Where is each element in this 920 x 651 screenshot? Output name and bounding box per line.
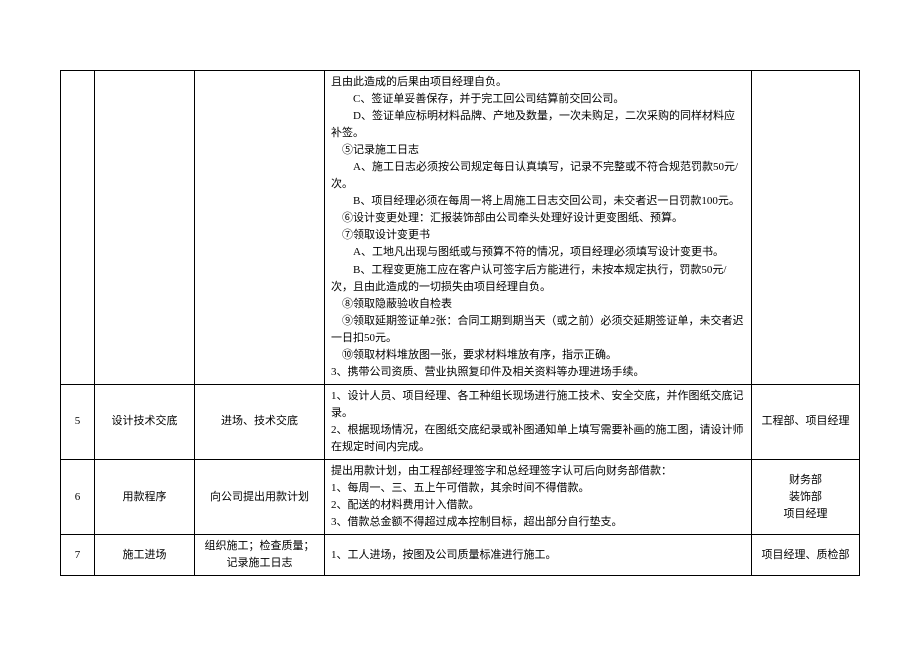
detail-line: B、项目经理必须在每周一将上周施工日志交回公司，未交者迟一日罚款100元。 — [331, 193, 745, 210]
detail-content: 1、工人进场，按图及公司质量标准进行施工。 — [325, 535, 752, 576]
detail-line: 1、工人进场，按图及公司质量标准进行施工。 — [331, 547, 745, 564]
detail-line: 提出用款计划，由工程部经理签字和总经理签字认可后向财务部借款： — [331, 463, 745, 480]
detail-line: 3、携带公司资质、营业执照复印件及相关资料等办理进场手续。 — [331, 364, 745, 381]
row-index: 7 — [61, 535, 95, 576]
step-name: 设计技术交底 — [95, 384, 195, 459]
row-index: 5 — [61, 384, 95, 459]
owner — [752, 71, 860, 385]
detail-content: 且由此造成的后果由项目经理自负。 C、签证单妥善保存，并于完工回公司结算前交回公… — [325, 71, 752, 385]
detail-line: A、工地凡出现与图纸或与预算不符的情况，项目经理必须填写设计变更书。 — [331, 244, 745, 261]
table-row: 6用款程序向公司提出用款计划提出用款计划，由工程部经理签字和总经理签字认可后向财… — [61, 460, 860, 535]
process-table: 且由此造成的后果由项目经理自负。 C、签证单妥善保存，并于完工回公司结算前交回公… — [60, 70, 860, 576]
detail-line: ⑧领取隐蔽验收自检表 — [331, 296, 745, 313]
detail-line: C、签证单妥善保存，并于完工回公司结算前交回公司。 — [331, 91, 745, 108]
task-description — [195, 71, 325, 385]
detail-content: 1、设计人员、项目经理、各工种组长现场进行施工技术、安全交底，并作图纸交底记录。… — [325, 384, 752, 459]
detail-line: 3、借款总金额不得超过成本控制目标，超出部分自行垫支。 — [331, 514, 745, 531]
row-index — [61, 71, 95, 385]
detail-line: B、工程变更施工应在客户认可签字后方能进行，未按本规定执行，罚款50元/次，且由… — [331, 262, 745, 296]
detail-line: 1、设计人员、项目经理、各工种组长现场进行施工技术、安全交底，并作图纸交底记录。 — [331, 388, 745, 422]
detail-line: ⑩领取材料堆放图一张，要求材料堆放有序，指示正确。 — [331, 347, 745, 364]
step-name: 施工进场 — [95, 535, 195, 576]
table-row: 7施工进场组织施工；检查质量；记录施工日志 1、工人进场，按图及公司质量标准进行施… — [61, 535, 860, 576]
detail-line: A、施工日志必须按公司规定每日认真填写，记录不完整或不符合规范罚款50元/次。 — [331, 159, 745, 193]
owner: 财务部装饰部项目经理 — [752, 460, 860, 535]
detail-line: 2、根据现场情况，在图纸交底纪录或补图通知单上填写需要补画的施工图，请设计师在规… — [331, 422, 745, 456]
task-description: 向公司提出用款计划 — [195, 460, 325, 535]
detail-line: 1、每周一、三、五上午可借款，其余时间不得借款。 — [331, 480, 745, 497]
table-row: 且由此造成的后果由项目经理自负。 C、签证单妥善保存，并于完工回公司结算前交回公… — [61, 71, 860, 385]
detail-line: ⑨领取延期签证单2张：合同工期到期当天（或之前）必须交延期签证单，未交者迟一日扣… — [331, 313, 745, 347]
task-description: 进场、技术交底 — [195, 384, 325, 459]
detail-line: ⑥设计变更处理：汇报装饰部由公司牵头处理好设计更变图纸、预算。 — [331, 210, 745, 227]
row-index: 6 — [61, 460, 95, 535]
step-name — [95, 71, 195, 385]
detail-line: ⑤记录施工日志 — [331, 142, 745, 159]
detail-line: D、签证单应标明材料品牌、产地及数量，一次未购足，二次采购的同样材料应补签。 — [331, 108, 745, 142]
task-description: 组织施工；检查质量；记录施工日志 — [195, 535, 325, 576]
detail-line: ⑦领取设计变更书 — [331, 227, 745, 244]
step-name: 用款程序 — [95, 460, 195, 535]
detail-content: 提出用款计划，由工程部经理签字和总经理签字认可后向财务部借款：1、每周一、三、五… — [325, 460, 752, 535]
owner: 工程部、项目经理 — [752, 384, 860, 459]
detail-line: 且由此造成的后果由项目经理自负。 — [331, 74, 745, 91]
detail-line: 2、配送的材料费用计入借款。 — [331, 497, 745, 514]
table-row: 5设计技术交底进场、技术交底1、设计人员、项目经理、各工种组长现场进行施工技术、… — [61, 384, 860, 459]
owner: 项目经理、质检部 — [752, 535, 860, 576]
